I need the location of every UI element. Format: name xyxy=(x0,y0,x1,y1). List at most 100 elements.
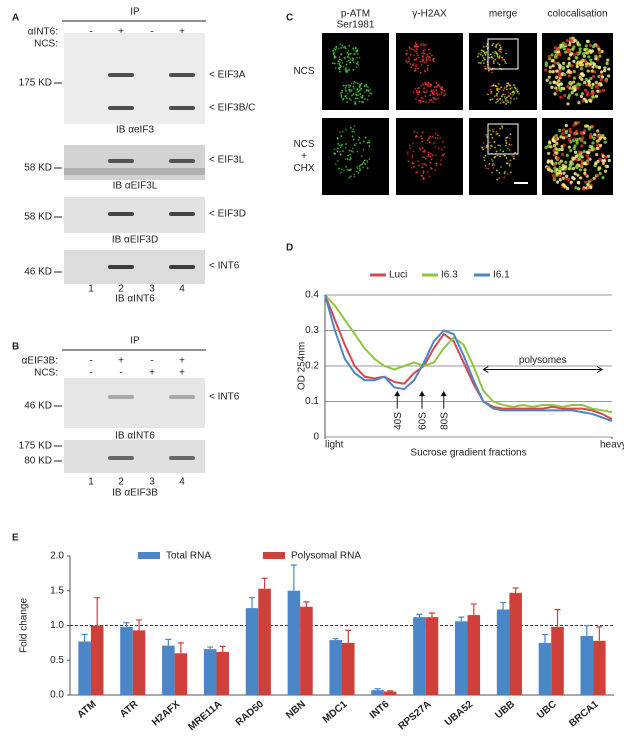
x-tick-label: MDC1 xyxy=(321,699,350,726)
speckle xyxy=(607,67,611,71)
speckle xyxy=(557,83,561,87)
arrow-head xyxy=(440,390,447,397)
speckle xyxy=(333,62,336,65)
speckle xyxy=(569,180,573,184)
speckle xyxy=(600,72,604,77)
speckle xyxy=(336,62,339,65)
speckle xyxy=(352,93,355,95)
zoom-box xyxy=(487,38,519,70)
speckle xyxy=(556,50,561,54)
annotation: polysomes xyxy=(519,355,567,366)
speckle xyxy=(339,64,341,67)
bar xyxy=(78,641,91,695)
speckle xyxy=(344,147,347,149)
size-marker: 46 KD xyxy=(24,401,52,412)
bar xyxy=(538,642,552,695)
speckle xyxy=(494,58,497,61)
speckle xyxy=(494,50,497,53)
speckle xyxy=(422,59,425,62)
speckle xyxy=(434,169,437,171)
speckle xyxy=(335,47,338,50)
speckle xyxy=(595,139,600,143)
error-bar xyxy=(470,603,477,616)
speckle xyxy=(491,71,494,74)
speckle xyxy=(353,130,356,133)
speckle xyxy=(551,64,555,68)
speckle xyxy=(587,148,592,153)
speckle xyxy=(509,84,512,87)
speckle xyxy=(585,93,590,97)
speckle xyxy=(356,90,358,92)
speckle xyxy=(483,58,486,61)
speckle xyxy=(334,163,337,166)
speckle xyxy=(595,65,599,69)
column-header: merge xyxy=(489,9,518,20)
bar xyxy=(203,649,217,695)
speckle xyxy=(358,167,361,170)
speckle xyxy=(490,133,492,136)
error-bar xyxy=(583,624,590,636)
speckle xyxy=(419,101,422,104)
speckle xyxy=(598,143,603,148)
speckle xyxy=(340,59,343,61)
speckle xyxy=(599,78,603,82)
speckle xyxy=(345,95,348,97)
speckle xyxy=(332,53,335,56)
speckle xyxy=(510,97,512,99)
speckle xyxy=(355,170,358,173)
column-header: γ-H2AX xyxy=(412,9,447,20)
speckle xyxy=(422,49,425,52)
speckle xyxy=(349,61,352,64)
speckle xyxy=(416,52,418,55)
speckle xyxy=(408,144,411,147)
speckle xyxy=(499,88,501,91)
speckle xyxy=(499,155,502,158)
speckle xyxy=(333,51,336,54)
speckle xyxy=(551,58,555,63)
speckle xyxy=(346,158,349,161)
speckle xyxy=(506,162,508,165)
x-tick-label: BRCA1 xyxy=(567,699,601,730)
speckle xyxy=(420,44,422,46)
speckle xyxy=(415,64,418,67)
speckle xyxy=(359,95,362,98)
lane-number: 4 xyxy=(179,477,185,488)
speckle xyxy=(576,86,580,90)
speckle xyxy=(365,88,368,91)
speckle xyxy=(590,69,594,73)
speckle xyxy=(484,164,487,167)
speckle xyxy=(417,87,420,89)
speckle xyxy=(350,82,353,85)
band-label: < EIF3B/C xyxy=(209,103,255,114)
speckle xyxy=(508,95,511,97)
speckle xyxy=(509,163,512,165)
speckle xyxy=(356,165,358,168)
speckle xyxy=(572,45,576,49)
speckle xyxy=(567,137,571,142)
speckle xyxy=(364,98,366,101)
speckle xyxy=(572,59,576,63)
speckle xyxy=(425,57,428,59)
speckle xyxy=(360,155,363,158)
speckle xyxy=(422,176,425,179)
speckle xyxy=(592,136,596,141)
speckle xyxy=(339,153,342,156)
condition-sign: + xyxy=(179,368,185,379)
speckle xyxy=(572,76,577,80)
speckle xyxy=(563,73,567,77)
bar xyxy=(551,626,564,695)
speckle xyxy=(504,154,506,157)
speckle xyxy=(338,167,340,170)
error-bar xyxy=(94,597,101,626)
speckle xyxy=(352,82,355,85)
speckle xyxy=(428,52,431,55)
speckle xyxy=(349,169,352,171)
speckle xyxy=(578,47,582,51)
speckle xyxy=(490,158,493,161)
speckle xyxy=(358,100,361,103)
speckle xyxy=(487,93,489,96)
x-tick-label: ATM xyxy=(75,699,98,721)
condition-label: NCS: xyxy=(34,368,58,379)
speckle xyxy=(588,145,592,149)
speckle xyxy=(572,85,576,89)
